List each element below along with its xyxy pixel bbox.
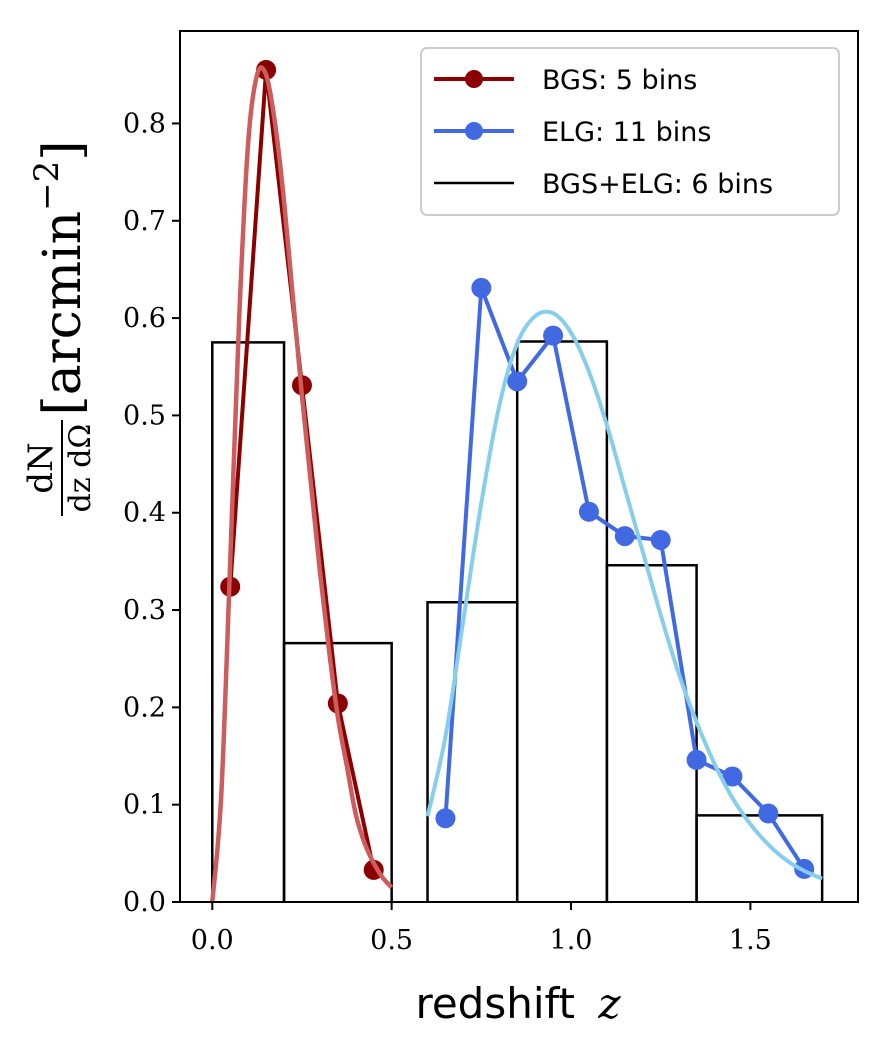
histogram-bin-0 — [211, 341, 286, 902]
plot-clipped-group — [210, 59, 824, 902]
axes: 0.0 0.5 1.0 1.5 0.0 0.1 0.2 0.3 0.4 0.5 0.6 0.7 0.8 — [123, 30, 859, 956]
y-tick-label-4: 0.4 — [123, 498, 166, 529]
y-axis-unit-close-bracket: ] — [33, 140, 93, 160]
legend-entry-combined: BGS+ELG: 6 bins — [434, 169, 773, 200]
elg-point-0 — [435, 808, 456, 829]
y-tick-label-7: 0.7 — [123, 206, 166, 237]
y-tick-label-5: 0.5 — [123, 400, 166, 431]
legend-label-elg: ELG: 11 bins — [542, 117, 711, 148]
elg-point-6 — [650, 529, 671, 550]
y-axis-title: dN dz dΩ [arcmin−2] — [21, 140, 98, 516]
legend-entry-elg: ELG: 11 bins — [434, 117, 711, 148]
plot-area — [210, 59, 824, 902]
plot-frame — [179, 30, 859, 903]
y-tick-label-8: 0.8 — [123, 108, 166, 139]
y-axis-unit-exponent: −2 — [27, 161, 67, 211]
histogram-bin-1 — [282, 641, 393, 902]
elg-fit-curve — [425, 309, 823, 881]
elg-line — [443, 285, 806, 870]
x-axis-title-text: redshift — [415, 979, 575, 1028]
y-axis-unit-name: arcmin — [33, 211, 93, 395]
y-axis-unit-open-bracket: [ — [33, 395, 93, 415]
legend-swatch-bgs-marker — [465, 70, 483, 88]
x-axis-title-variable: z — [597, 979, 621, 1028]
x-axis-title: redshift z — [415, 979, 621, 1028]
legend-label-bgs: BGS: 5 bins — [542, 65, 697, 96]
bgs-line — [228, 67, 376, 871]
histogram-bin-5 — [695, 814, 824, 902]
elg-point-5 — [614, 526, 635, 547]
y-tick-label-3: 0.3 — [123, 595, 166, 626]
elg-point-9 — [758, 803, 779, 824]
x-tick-label-0: 0.0 — [191, 925, 234, 956]
x-tick-label-1: 0.5 — [370, 925, 413, 956]
bgs-fit-curve — [210, 65, 394, 902]
elg-point-3 — [543, 325, 564, 346]
elg-point-1 — [471, 277, 492, 298]
y-axis-unit: [arcmin−2] — [27, 140, 93, 415]
y-axis-denominator: dz dΩ — [63, 424, 98, 513]
elg-point-2 — [507, 371, 528, 392]
y-tick-label-2: 0.2 — [123, 692, 166, 723]
x-tick-label-2: 1.0 — [550, 925, 593, 956]
legend-swatch-elg-marker — [465, 122, 483, 140]
histogram-bin-4 — [605, 564, 698, 902]
elg-point-8 — [722, 766, 743, 787]
legend-frame — [420, 47, 840, 216]
elg-point-4 — [578, 501, 599, 522]
histogram-bin-3 — [515, 340, 609, 902]
legend-entry-bgs: BGS: 5 bins — [434, 65, 697, 96]
legend-label-combined: BGS+ELG: 6 bins — [542, 169, 773, 200]
y-axis-numerator: dN — [21, 442, 61, 494]
y-tick-label-1: 0.1 — [123, 790, 166, 821]
elg-point-7 — [686, 749, 707, 770]
y-tick-label-0: 0.0 — [123, 887, 166, 918]
x-tick-label-3: 1.5 — [729, 925, 772, 956]
y-tick-label-6: 0.6 — [123, 303, 166, 334]
legend: BGS: 5 bins ELG: 11 bins BGS+ELG: 6 bins — [420, 47, 840, 216]
